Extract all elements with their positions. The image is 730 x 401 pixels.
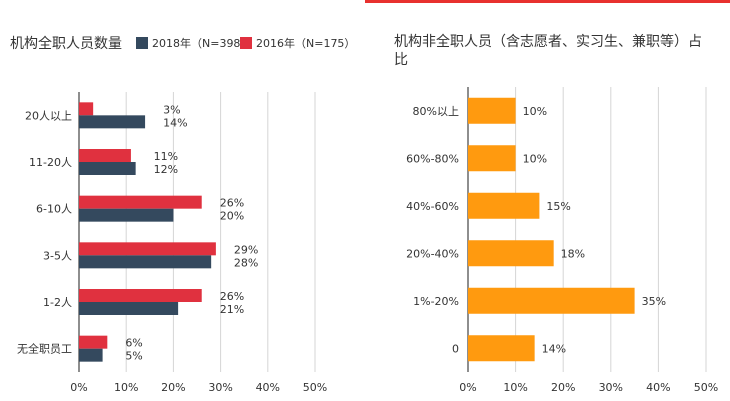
right-chart-x-tick: 10% [503, 381, 527, 394]
bar-nonfulltime [468, 335, 535, 362]
left-chart-x-tick: 20% [161, 381, 185, 394]
legend-swatch-2016 [240, 37, 252, 49]
data-label-2018: 5% [125, 350, 142, 363]
bar-nonfulltime [468, 240, 554, 267]
bar-2016 [79, 335, 108, 349]
right-chart-category-label: 40%-60% [406, 200, 459, 213]
bar-2018 [79, 348, 103, 362]
bar-nonfulltime [468, 287, 635, 314]
data-label-2016: 26% [220, 197, 244, 210]
right-chart-x-tick: 20% [551, 381, 575, 394]
left-chart-x-tick: 30% [208, 381, 232, 394]
data-label-nonfulltime: 35% [642, 295, 666, 308]
right-chart-x-tick: 50% [694, 381, 718, 394]
data-label-2018: 12% [154, 163, 178, 176]
data-label-2018: 14% [163, 116, 187, 129]
left-chart-x-tick: 50% [303, 381, 327, 394]
right-chart-category-label: 20%-40% [406, 247, 459, 260]
left-chart-title: 机构全职人员数量 [10, 36, 122, 52]
data-label-nonfulltime: 10% [523, 152, 547, 165]
right-chart-title: 机构非全职人员（含志愿者、实习生、兼职等）占比 [394, 34, 702, 68]
legend-label-2016: 2016年（N=175） [256, 37, 356, 50]
data-label-2016: 3% [163, 103, 180, 116]
right-chart-category-label: 0 [452, 342, 459, 355]
left-chart-category-label: 无全职员工 [17, 342, 72, 356]
bar-2016 [79, 242, 216, 256]
right-chart-x-tick: 40% [646, 381, 670, 394]
bar-nonfulltime [468, 97, 516, 124]
left-chart-category-label: 1-2人 [43, 296, 72, 309]
left-chart-category-label: 3-5人 [43, 249, 72, 262]
data-label-nonfulltime: 10% [523, 105, 547, 118]
data-label-2018: 21% [220, 303, 244, 316]
top-accent-line [365, 0, 730, 3]
right-chart-category-label: 1%-20% [413, 295, 459, 308]
left-chart-category-label: 20人以上 [25, 109, 72, 122]
legend-swatch-2018 [136, 37, 148, 49]
left-chart-x-tick: 10% [114, 381, 138, 394]
data-label-2018: 20% [220, 210, 244, 223]
right-chart-category-label: 60%-80% [406, 152, 459, 165]
data-label-2016: 26% [220, 290, 244, 303]
data-label-2016: 11% [154, 150, 178, 163]
bar-2018 [79, 208, 174, 222]
data-label-2018: 28% [234, 256, 258, 269]
bar-2016 [79, 195, 202, 209]
left-chart-category-label: 11-20人 [29, 156, 72, 169]
bar-nonfulltime [468, 145, 516, 172]
right-chart-x-tick: 30% [599, 381, 623, 394]
data-label-2016: 6% [125, 337, 142, 350]
data-label-nonfulltime: 18% [561, 247, 585, 260]
left-chart-category-label: 6-10人 [36, 203, 72, 216]
right-chart-x-tick: 0% [459, 381, 476, 394]
bar-2018 [79, 302, 179, 315]
data-label-2016: 29% [234, 243, 258, 256]
bar-2018 [79, 162, 136, 175]
bar-nonfulltime [468, 192, 540, 219]
legend-2016: 2016年（N=175） [240, 35, 355, 51]
bar-2016 [79, 289, 202, 302]
legend-2018: 2018年（N=398） [136, 35, 251, 51]
bar-2016 [79, 102, 94, 116]
right-chart-category-label: 80%以上 [413, 105, 459, 118]
legend-label-2018: 2018年（N=398） [152, 37, 252, 50]
data-label-nonfulltime: 14% [542, 342, 566, 355]
left-chart-x-tick: 0% [70, 381, 87, 394]
data-label-nonfulltime: 15% [546, 200, 570, 213]
bar-2018 [79, 255, 212, 269]
left-chart-x-tick: 40% [256, 381, 280, 394]
bar-2018 [79, 115, 146, 129]
bar-2016 [79, 149, 131, 162]
